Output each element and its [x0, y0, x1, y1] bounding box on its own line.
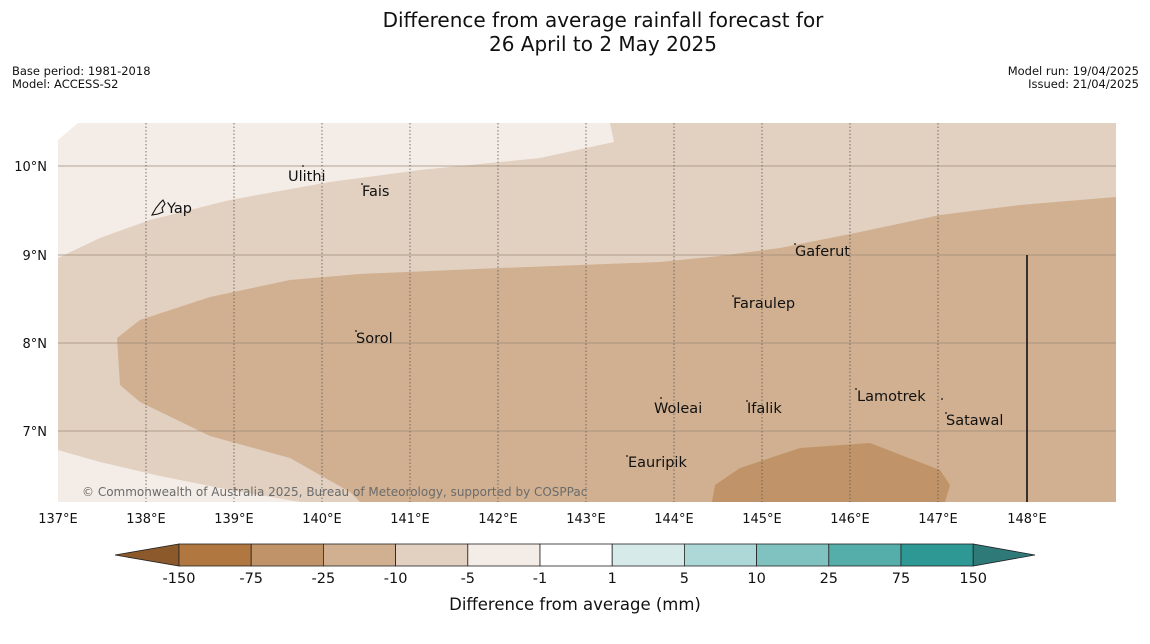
place-label-eauripik: Eauripik [628, 455, 687, 471]
longitude-gridlines [145, 123, 939, 502]
anomaly-region-minus-5-south [58, 450, 300, 502]
place-label-satawal: Satawal [946, 413, 1003, 429]
lat-tick-label: 10°N [14, 160, 47, 175]
colorbar-tick-label: -150 [163, 571, 196, 587]
place-label-ulithi: Ulithi [288, 169, 326, 185]
colorbar-swatch [539, 543, 613, 567]
colorbar-tick-label: 1 [608, 571, 617, 587]
colorbar-title: Difference from average (mm) [449, 595, 701, 614]
lon-tick-label: 141°E [390, 512, 430, 527]
map-corner-mask [58, 123, 78, 140]
copyright-note: © Commonwealth of Australia 2025, Bureau… [82, 485, 587, 499]
colorbar-swatch [828, 543, 902, 567]
colorbar-swatch [250, 543, 324, 567]
lon-tick-label: 144°E [654, 512, 694, 527]
lon-tick-label: 139°E [214, 512, 254, 527]
map-title: Difference from average rainfall forecas… [0, 8, 1150, 56]
issued-date: Issued: 21/04/2025 [1028, 77, 1139, 91]
colorbar-tick-label: -5 [461, 571, 475, 587]
colorbar-swatch [756, 543, 830, 567]
colorbar-tick-label: 10 [747, 571, 765, 587]
colorbar-tick-label: 75 [892, 571, 910, 587]
colorbar-swatch [684, 543, 758, 567]
lon-tick-label: 138°E [126, 512, 166, 527]
place-label-fais: Fais [362, 184, 389, 200]
yap-island-outline [150, 199, 166, 216]
lon-tick-label: 147°E [918, 512, 958, 527]
place-label-faraulep: Faraulep [733, 296, 795, 312]
place-label-gaferut: Gaferut [795, 244, 850, 260]
colorbar-tick-label: 5 [680, 571, 689, 587]
lon-tick-label: 143°E [566, 512, 606, 527]
anomaly-region-minus-5-north [58, 123, 614, 258]
base-period: Base period: 1981-2018 [12, 64, 151, 78]
anomaly-region-minus-25 [117, 197, 1116, 502]
lon-tick-label: 137°E [38, 512, 78, 527]
place-label-woleai: Woleai [654, 401, 702, 417]
place-label-sorol: Sorol [356, 331, 393, 347]
lon-tick-label: 148°E [1007, 512, 1047, 527]
colorbar-arrow-high [972, 543, 1036, 567]
meta-left: Base period: 1981-2018 Model: ACCESS-S2 [12, 65, 151, 91]
colorbar-tick-label: -10 [384, 571, 408, 587]
colorbar-swatch [900, 543, 974, 567]
model-run: Model run: 19/04/2025 [1007, 64, 1139, 78]
colorbar-tick-label: 150 [959, 571, 987, 587]
place-label-yap: Yap [166, 201, 192, 217]
lon-tick-label: 145°E [742, 512, 782, 527]
colorbar-swatch [611, 543, 685, 567]
lat-tick-label: 7°N [23, 425, 48, 440]
colorbar-tick-label: -75 [239, 571, 263, 587]
place-label-lamotrek: Lamotrek [857, 389, 926, 405]
lon-tick-label: 140°E [302, 512, 342, 527]
colorbar-legend: -150 -75 -25 -10 -5 -1 1 5 10 25 75 150 [114, 543, 1036, 587]
place-label-ifalik: Ifalik [747, 401, 782, 417]
colorbar-tick-label: -1 [533, 571, 547, 587]
colorbar-tick-label: -25 [312, 571, 336, 587]
colorbar-swatch [322, 543, 396, 567]
rainfall-field [58, 123, 1116, 502]
lon-tick-label: 146°E [830, 512, 870, 527]
colorbar-swatch [467, 543, 541, 567]
colorbar-swatch [178, 543, 252, 567]
colorbar-swatch [395, 543, 469, 567]
meta-right: Model run: 19/04/2025 Issued: 21/04/2025 [1008, 65, 1139, 91]
lat-tick-label: 9°N [23, 249, 48, 264]
colorbar-tick-label: 25 [820, 571, 838, 587]
anomaly-region-minus-75 [712, 443, 950, 502]
title-line-1: Difference from average rainfall forecas… [382, 8, 824, 32]
model-name: Model: ACCESS-S2 [12, 77, 119, 91]
colorbar-arrow-low [114, 543, 180, 567]
place-markers [302, 165, 947, 457]
lon-tick-label: 142°E [478, 512, 518, 527]
title-line-2: 26 April to 2 May 2025 [489, 32, 717, 56]
lat-tick-label: 8°N [23, 337, 48, 352]
